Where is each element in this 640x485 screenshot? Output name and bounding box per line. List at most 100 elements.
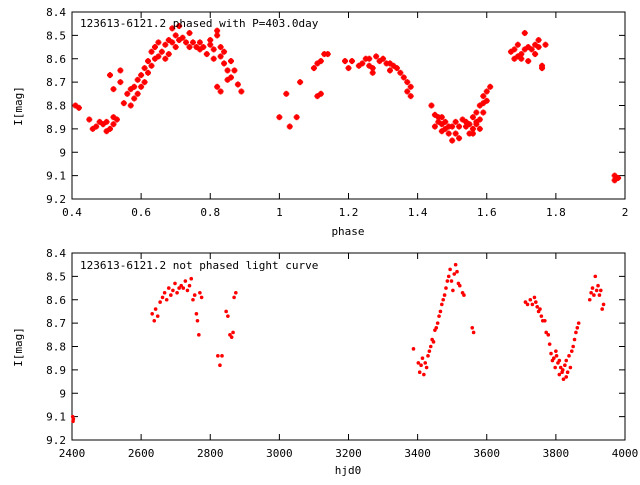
data-point (419, 363, 423, 368)
data-point (120, 100, 127, 107)
x-tick-label: 3800 (543, 447, 570, 460)
data-point (369, 69, 376, 76)
data-point (438, 309, 443, 314)
phased-y-tick-labels: 8.4 8.5 8.6 8.7 8.8 8.9 9 9.1 9.2 (46, 6, 66, 206)
data-point (552, 356, 556, 360)
data-point (445, 130, 452, 137)
data-point (198, 290, 202, 295)
x-tick-label: 3200 (335, 447, 362, 460)
data-point (434, 326, 439, 330)
data-point (189, 39, 196, 46)
data-point (597, 293, 602, 297)
data-point (134, 76, 141, 83)
data-point (189, 276, 194, 281)
data-point (160, 295, 165, 300)
data-point (134, 90, 141, 97)
data-point (483, 88, 490, 95)
data-point (435, 321, 440, 325)
y-tick-label: 8.5 (46, 29, 66, 42)
data-point (547, 342, 552, 346)
data-point (440, 302, 444, 307)
y-tick-label: 8.7 (46, 76, 66, 89)
data-point (164, 297, 169, 302)
data-point (525, 302, 530, 307)
data-point (151, 55, 158, 62)
data-point (539, 314, 544, 318)
data-point (456, 135, 463, 142)
data-point (152, 318, 157, 323)
data-point (169, 39, 176, 46)
data-point (153, 307, 158, 311)
data-point (107, 125, 114, 132)
data-point (145, 58, 152, 65)
unphased-data-points (70, 262, 606, 424)
x-tick-label: 1.4 (408, 206, 428, 219)
data-point (193, 44, 200, 51)
data-point (518, 51, 525, 58)
data-point (127, 102, 134, 109)
data-point (473, 121, 480, 128)
data-point (194, 311, 199, 316)
data-point (557, 372, 562, 377)
data-point (451, 288, 455, 293)
data-point (404, 88, 411, 95)
data-point (428, 102, 435, 109)
data-point (231, 330, 235, 335)
data-point (173, 281, 177, 286)
data-point (487, 83, 494, 90)
data-point (511, 46, 518, 53)
data-point (297, 79, 304, 86)
data-point (592, 293, 596, 297)
data-point (226, 314, 230, 318)
data-point (138, 83, 145, 90)
data-point (113, 116, 120, 123)
data-point (220, 354, 224, 358)
data-point (480, 93, 487, 100)
data-point (532, 295, 537, 300)
data-point (441, 297, 446, 302)
data-point (449, 137, 456, 144)
data-point (407, 83, 414, 90)
data-point (217, 53, 224, 60)
data-point (525, 58, 532, 65)
data-point (148, 48, 155, 55)
data-point (539, 62, 546, 69)
data-point (543, 318, 547, 323)
data-point (601, 302, 606, 307)
x-tick-label: 4000 (612, 447, 639, 460)
data-point (89, 125, 96, 132)
data-point (138, 72, 145, 79)
data-point (131, 95, 138, 102)
data-point (390, 62, 397, 69)
y-tick-label: 9 (59, 387, 66, 400)
data-point (93, 123, 100, 130)
y-tick-label: 8.4 (46, 247, 66, 260)
data-point (523, 300, 528, 304)
y-tick-label: 8.6 (46, 294, 66, 307)
data-point (594, 288, 599, 293)
data-point (162, 55, 169, 62)
x-tick-label: 2600 (128, 447, 155, 460)
data-point (568, 365, 573, 370)
data-point (521, 30, 528, 37)
data-point (532, 51, 539, 58)
data-point (169, 25, 176, 32)
data-point (528, 297, 533, 302)
data-point (569, 349, 574, 353)
data-point (449, 123, 456, 130)
data-point (470, 326, 475, 330)
data-point (155, 39, 162, 46)
data-point (457, 283, 462, 288)
data-point (317, 90, 324, 97)
data-point (186, 44, 193, 51)
data-point (535, 37, 542, 44)
data-point (107, 72, 114, 79)
data-point (224, 309, 228, 314)
data-point (431, 340, 436, 344)
data-point (416, 361, 421, 365)
data-point (162, 41, 169, 48)
data-point (542, 41, 549, 48)
data-point (324, 51, 331, 58)
data-point (420, 356, 425, 360)
